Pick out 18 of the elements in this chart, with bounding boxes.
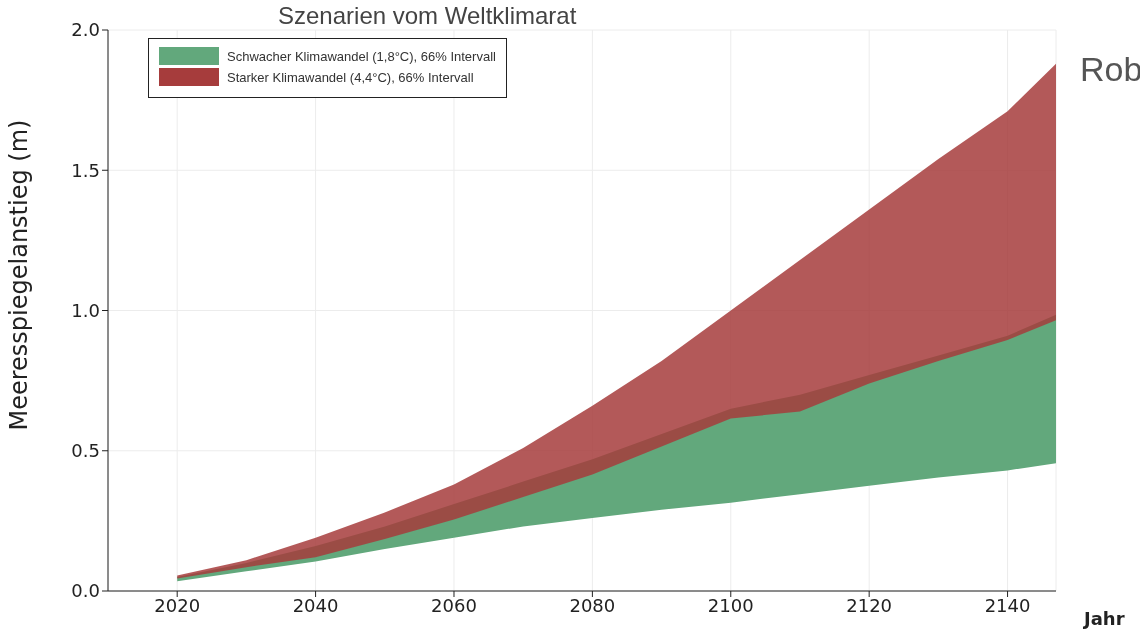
x-tick-label: 2040 [292,594,339,616]
x-tick-label: 2100 [707,594,754,616]
y-tick-label: 0.0 [71,580,100,602]
x-tick-label: 2060 [431,594,477,616]
y-tick-label: 1.0 [71,299,100,321]
y-tick-label: 2.0 [71,19,100,41]
legend-label: Schwacher Klimawandel (1,8°C), 66% Intervall [227,48,496,64]
y-axis-title: Meeresspiegelanstieg (m) [4,119,33,431]
y-tick-label: 0.5 [71,440,100,462]
x-axis-title: Jahr [1084,608,1125,629]
text: Rob [1080,50,1140,89]
chart-title: Szenarien vom Weltklimarat [278,2,577,30]
x-tick-label: 2120 [846,594,893,616]
x-tick-label: 2020 [154,594,201,616]
legend-label: Starker Klimawandel (4,4°C), 66% Intervall [227,69,474,85]
x-tick-label: 2080 [569,594,616,616]
x-tick-label: 2140 [984,594,1031,616]
y-tick-label: 1.5 [71,159,100,181]
